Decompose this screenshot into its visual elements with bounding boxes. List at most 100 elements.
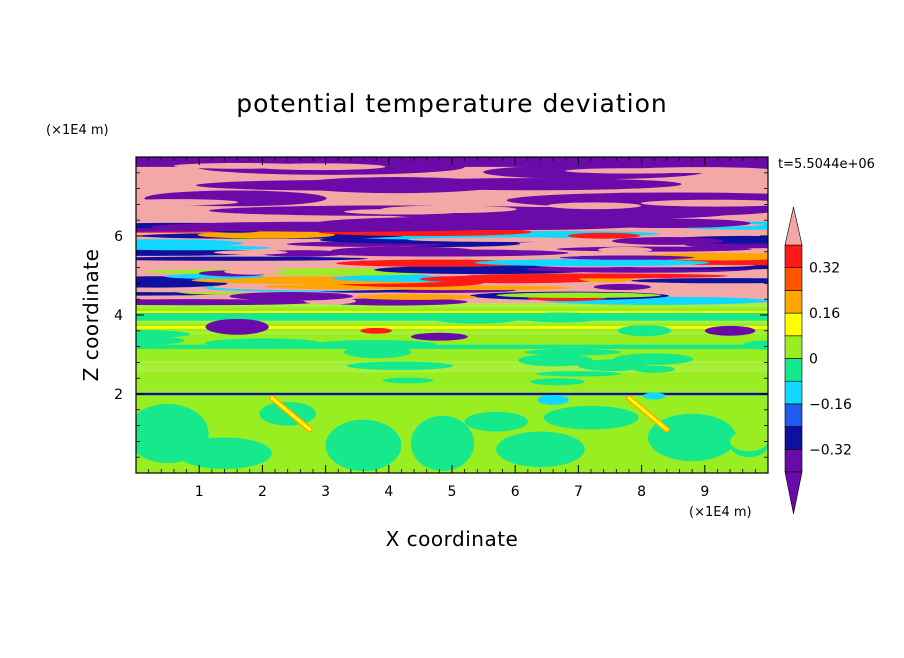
purple-patch — [704, 325, 756, 336]
mixing-patch — [224, 268, 284, 275]
middle-green-patch — [382, 377, 434, 384]
colorbar-box — [784, 448, 803, 473]
colorbar-box — [784, 403, 803, 427]
y-tick-label: 6 — [114, 229, 123, 245]
colorbar-tick-label: −0.16 — [809, 397, 852, 413]
pink-band — [344, 208, 461, 215]
pink-band — [640, 199, 768, 207]
thin-layer-z2 — [136, 392, 768, 396]
purple-patch — [410, 332, 468, 341]
colorbar-tick-label: 0.32 — [809, 261, 840, 277]
green-cell — [464, 411, 528, 432]
mixing-patch — [631, 278, 768, 284]
x-tick-label: 6 — [511, 484, 520, 500]
cyan-patch — [537, 394, 569, 405]
purple-band — [582, 218, 751, 229]
mixing-patch — [598, 246, 653, 253]
colorbar-box — [784, 426, 803, 450]
x-axis-label: X coordinate — [386, 527, 519, 551]
middle-green-patch — [136, 330, 191, 339]
middle-stripe — [136, 360, 768, 365]
colorbar-tick-label: 0.16 — [809, 306, 840, 322]
colorbar-box — [784, 312, 803, 337]
mixing-patch — [474, 259, 710, 267]
green-cell — [647, 413, 737, 462]
mixing-patch — [330, 246, 476, 255]
y-unit-label: (×1E4 m) — [46, 123, 109, 138]
x-tick-label: 8 — [637, 484, 646, 500]
colorbar-tick-label: −0.32 — [809, 442, 852, 458]
y-axis-label: Z coordinate — [79, 249, 103, 382]
colorbar-box — [784, 380, 803, 405]
green-cell — [410, 415, 475, 472]
pink-band — [173, 162, 305, 169]
middle-green-patch — [524, 348, 621, 356]
x-tick-label: 9 — [700, 484, 709, 500]
y-tick-label: 4 — [114, 308, 123, 324]
middle-green-patch — [519, 312, 603, 323]
middle-stripe — [136, 331, 768, 335]
colorbar-box — [784, 244, 803, 269]
middle-green-patch — [613, 353, 694, 365]
middle-stripe — [136, 303, 768, 308]
mixing-patch — [229, 291, 354, 301]
middle-green-patch — [346, 361, 454, 371]
middle-green-patch — [617, 325, 672, 337]
mixing-patch — [593, 283, 651, 291]
mixing-patch — [567, 232, 641, 239]
purple-band — [294, 177, 499, 194]
x-tick-label: 1 — [195, 484, 204, 500]
x-tick-label: 2 — [258, 484, 267, 500]
middle-green-patch — [432, 313, 520, 324]
yellow-stripe — [136, 326, 768, 329]
mixing-patch — [213, 250, 288, 255]
pink-band — [136, 199, 239, 206]
colorbar-box — [784, 335, 803, 359]
x-tick-label: 4 — [384, 484, 393, 500]
colorbar-box — [784, 290, 803, 314]
middle-green-patch — [343, 346, 412, 359]
mixing-patch — [136, 239, 244, 248]
colorbar-box — [784, 267, 803, 291]
green-cell — [543, 405, 639, 430]
yellow-stripe — [136, 311, 768, 314]
cyan-patch — [643, 392, 666, 400]
x-unit-label: (×1E4 m) — [689, 505, 752, 520]
colorbar-extend-bottom — [784, 471, 803, 515]
purple-patch — [205, 318, 269, 335]
middle-green-patch — [742, 340, 768, 350]
x-tick-label: 7 — [574, 484, 583, 500]
x-tick-label: 3 — [321, 484, 330, 500]
mixing-patch — [611, 237, 724, 245]
colorbar-box — [784, 358, 803, 382]
y-axis: 2 4 6 — [114, 172, 768, 458]
middle-green-patch — [312, 340, 437, 349]
colorbar-tick-label: 0 — [809, 352, 818, 368]
pink-band — [689, 181, 768, 187]
green-cell — [325, 419, 402, 472]
middle-stripe — [136, 344, 768, 349]
updraft-streak-core — [270, 396, 312, 432]
mixing-patch — [559, 255, 695, 260]
mixing-patch — [136, 299, 320, 306]
middle-green-patch — [518, 354, 593, 367]
pink-band — [629, 167, 768, 174]
mixing-patch — [408, 237, 617, 242]
middle-green-patch — [204, 338, 322, 348]
middle-green-patch — [530, 378, 585, 386]
x-tick-label: 5 — [448, 484, 457, 500]
middle-green-patch — [536, 371, 621, 377]
pink-band — [546, 202, 642, 210]
middle-stripe — [136, 367, 768, 373]
colorbar-extend-top — [784, 206, 803, 246]
green-cell — [496, 431, 585, 468]
mixing-patch — [136, 256, 368, 261]
light-cell — [730, 431, 768, 452]
mixing-patch — [496, 292, 662, 298]
mixing-patch — [321, 298, 468, 306]
x-axis: 1 2 3 4 5 6 7 8 9 — [148, 157, 756, 500]
mixing-patch — [197, 231, 336, 239]
mixing-patch — [466, 273, 728, 279]
